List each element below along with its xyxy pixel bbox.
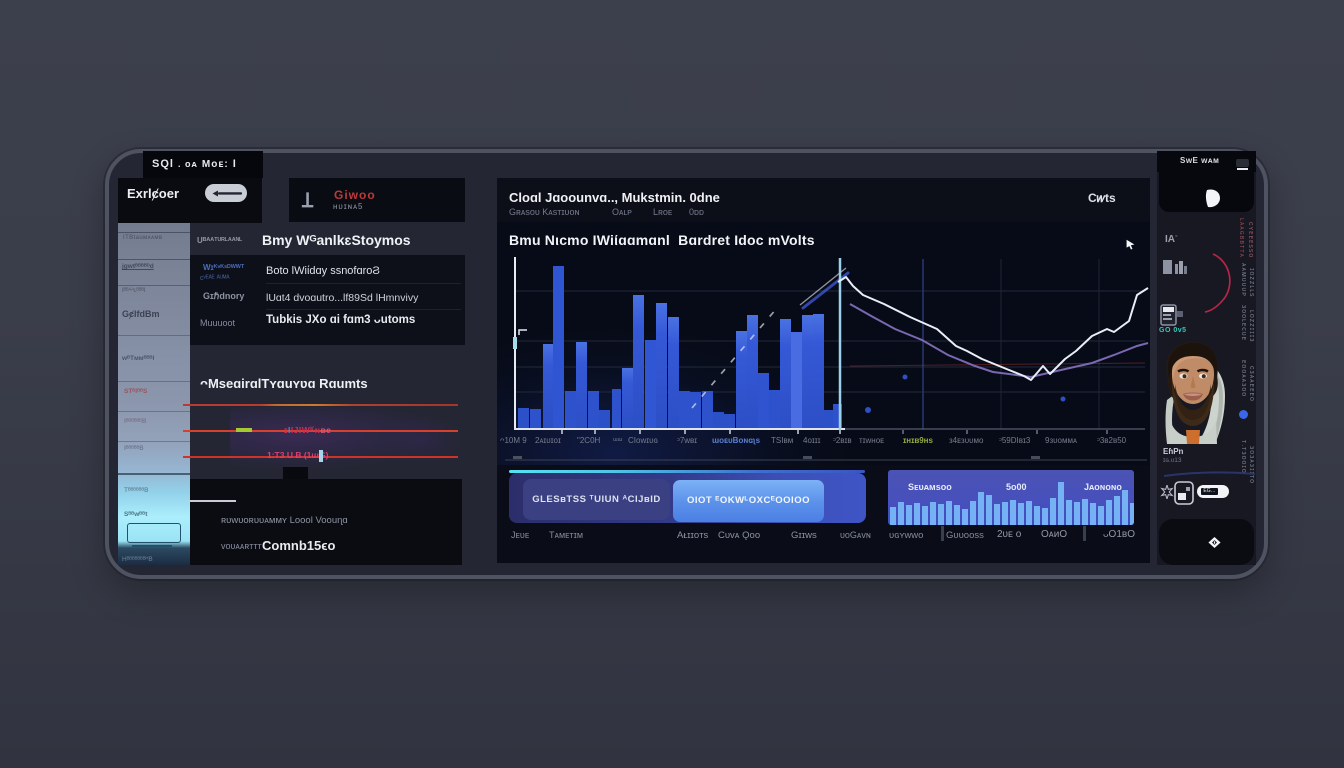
svg-text:Jᴀᴏɴᴏɴᴏ: Jᴀᴏɴᴏɴᴏ [1084, 482, 1122, 492]
svg-text:ᵚᵚ: ᵚᵚ [613, 436, 623, 445]
svg-text:ᴛɪᴡʜᴏᴇ: ᴛɪᴡʜᴏᴇ [859, 436, 884, 445]
svg-text:ɪʜɪʙ9ʜs: ɪʜɪʙ9ʜs [903, 436, 934, 445]
svg-text:ɯᴏᴇᴜBᴏɴɢʅs: ɯᴏᴇᴜBᴏɴɢʅs [712, 436, 761, 445]
svg-text:4ᴏɪɪɪ: 4ᴏɪɪɪ [803, 436, 821, 445]
svg-text:з4ᴇзᴜᴜᴍᴏ: з4ᴇзᴜᴜᴍᴏ [949, 436, 984, 445]
svg-text:ᵓ59DIʙɪ3: ᵓ59DIʙɪ3 [999, 436, 1031, 445]
svg-text:5ᴏ00: 5ᴏ00 [1006, 482, 1027, 492]
svg-text:9зᴜᴏᴍᴍᴀ: 9зᴜᴏᴍᴍᴀ [1045, 436, 1077, 445]
svg-text:CIᴏᴡɪᴜɢ: CIᴏᴡɪᴜɢ [628, 436, 658, 445]
svg-text:ᵓ3ʙ2ʙ50: ᵓ3ʙ2ʙ50 [1097, 436, 1127, 445]
svg-text:ᴖ10M 9: ᴖ10M 9 [500, 436, 527, 445]
svg-text:Sᴇᴜᴀᴍsᴏᴏ: Sᴇᴜᴀᴍsᴏᴏ [908, 482, 952, 492]
svg-text:ᵓ2ʙɪʙ: ᵓ2ʙɪʙ [833, 436, 852, 445]
svg-text:"2C0H: "2C0H [577, 436, 601, 445]
svg-text:ᵓ7ᴡʙɪ: ᵓ7ᴡʙɪ [677, 436, 697, 445]
svg-text:2ᴀɪᴜɪᴏɪ: 2ᴀɪᴜɪᴏɪ [535, 436, 561, 445]
svg-text:TSIʙᴍ: TSIʙᴍ [771, 436, 793, 445]
